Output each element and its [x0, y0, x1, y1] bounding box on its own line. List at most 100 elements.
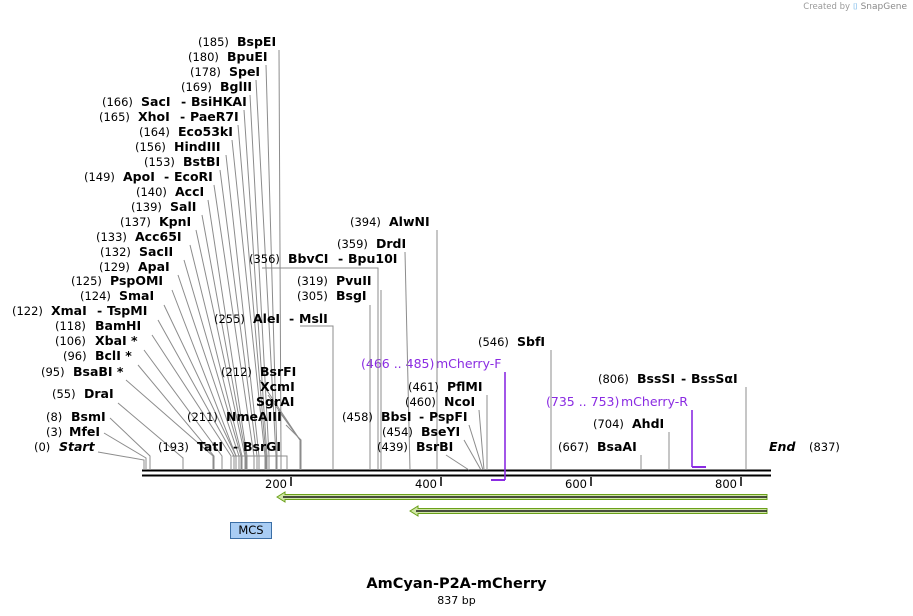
site-xhoi-paer7i[interactable]: (165) XhoI - PaeR7I	[99, 109, 239, 124]
site-bseyi[interactable]: (454) BseYI	[382, 424, 460, 439]
site-bglii[interactable]: (169) BglII	[181, 79, 252, 94]
site-name[interactable]: ApaI	[138, 259, 170, 274]
site-name[interactable]: BsrGI	[243, 439, 281, 454]
site-bbsi-pspfi[interactable]: (458) BbsI - PspFI	[342, 409, 468, 424]
site-name[interactable]: BsrFI	[260, 364, 296, 379]
feature-arrow-mcherry[interactable]	[409, 505, 768, 517]
site-apoi-ecori[interactable]: (149) ApoI - EcoRI	[84, 169, 213, 184]
mcs-feature-box[interactable]: MCS	[230, 522, 272, 539]
site-name[interactable]: XcmI	[260, 379, 295, 394]
site-name[interactable]: SmaI	[119, 288, 154, 303]
site-drai[interactable]: (55) DraI	[52, 386, 114, 401]
site-hindiii[interactable]: (156) HindIII	[135, 139, 221, 154]
site-sacii[interactable]: (132) SacII	[100, 244, 173, 259]
site-kpni[interactable]: (137) KpnI	[120, 214, 191, 229]
site-sgrai[interactable]: SgrAI	[256, 394, 294, 409]
site-name[interactable]: Eco53kI	[178, 124, 233, 139]
site-name[interactable]: NcoI	[444, 394, 475, 409]
site-name[interactable]: BsiHKAI	[191, 94, 247, 109]
site-name[interactable]: TatI	[197, 439, 223, 454]
site-name[interactable]: BsaAI	[597, 439, 637, 454]
site-tati-bsrgi[interactable]: (193) TatI - BsrGI	[158, 439, 281, 454]
site-name[interactable]: PflMI	[447, 379, 483, 394]
site-name[interactable]: Acc65I	[135, 229, 182, 244]
site-name[interactable]: End	[769, 439, 796, 454]
site-name[interactable]: NmeAIII	[226, 409, 282, 424]
site-xmai-tspmi[interactable]: (122) XmaI - TspMI	[12, 303, 147, 318]
site-name[interactable]: BbsI	[381, 409, 412, 424]
site-name[interactable]: BsgI	[336, 288, 367, 303]
site-spei[interactable]: (178) SpeI	[190, 64, 260, 79]
site-nmeaiii[interactable]: (211) NmeAIII	[187, 409, 282, 424]
site-bsaai[interactable]: (667) BsaAI	[558, 439, 637, 454]
site-xbai[interactable]: (106) XbaI *	[55, 333, 138, 348]
site-name[interactable]: TspMI	[107, 303, 147, 318]
site-name[interactable]: AhdI	[632, 416, 664, 431]
feature-arrow-amcyan[interactable]	[276, 491, 768, 503]
site-name[interactable]: ApoI	[123, 169, 155, 184]
site-name[interactable]: KpnI	[159, 214, 191, 229]
site-bsssi-bsssai[interactable]: (806) BssSI - BssSαI	[598, 371, 738, 386]
site-name[interactable]: SgrAI	[256, 394, 294, 409]
site-name[interactable]: SacII	[139, 244, 173, 259]
site-name[interactable]: HindIII	[174, 139, 221, 154]
site-name[interactable]: PaeR7I	[190, 109, 239, 124]
site-name[interactable]: BssSαI	[691, 371, 738, 386]
primer-name-label[interactable]: mCherry-F	[436, 356, 501, 371]
primer-mcherry-r[interactable]: (735 .. 753) mCherry-R	[546, 394, 706, 468]
site-name[interactable]: BamHI	[95, 318, 141, 333]
site-name[interactable]: PvuII	[336, 273, 372, 288]
site-bbvci-bpu10i[interactable]: (356) BbvCI - Bpu10I	[249, 251, 397, 266]
site-bsrfi[interactable]: (212) BsrFI	[221, 364, 296, 379]
site-name[interactable]: BglII	[220, 79, 252, 94]
site-name[interactable]: BsaBI *	[73, 364, 124, 379]
site-bsrbi[interactable]: (439) BsrBI	[377, 439, 453, 454]
site-name[interactable]: AlwNI	[389, 214, 430, 229]
site-bsabi[interactable]: (95) BsaBI *	[41, 364, 124, 379]
site-pspomi[interactable]: (125) PspOMI	[71, 273, 163, 288]
site-name[interactable]: BssSI	[637, 371, 675, 386]
site-name[interactable]: PspFI	[429, 409, 468, 424]
site-xcmi[interactable]: XcmI	[260, 379, 295, 394]
site-name[interactable]: DrdI	[376, 236, 406, 251]
site-name[interactable]: Bpu10I	[348, 251, 397, 266]
site-end[interactable]: End (837)	[769, 439, 840, 454]
site-bamhi[interactable]: (118) BamHI	[55, 318, 141, 333]
site-ahdi[interactable]: (704) AhdI	[593, 416, 664, 431]
site-drdi[interactable]: (359) DrdI	[337, 236, 406, 251]
site-name[interactable]: BpuEI	[227, 49, 268, 64]
site-name[interactable]: BseYI	[421, 424, 460, 439]
site-name[interactable]: DraI	[84, 386, 114, 401]
site-bsgi[interactable]: (305) BsgI	[297, 288, 367, 303]
site-name[interactable]: SacI	[141, 94, 171, 109]
site-name[interactable]: PspOMI	[110, 273, 163, 288]
site-alwni[interactable]: (394) AlwNI	[350, 214, 430, 229]
site-name[interactable]: XhoI	[138, 109, 170, 124]
primer-name-label[interactable]: mCherry-R	[621, 394, 688, 409]
site-name[interactable]: XmaI	[51, 303, 87, 318]
site-name[interactable]: MfeI	[69, 424, 100, 439]
site-name[interactable]: EcoRI	[174, 169, 213, 184]
primer-mcherry-f[interactable]: (466 .. 485) mCherry-F	[361, 356, 506, 481]
site-name[interactable]: MslI	[299, 311, 328, 326]
site-bsmi[interactable]: (8) BsmI	[46, 409, 106, 424]
site-name[interactable]: SalI	[170, 199, 196, 214]
site-apai[interactable]: (129) ApaI	[99, 259, 170, 274]
site-name[interactable]: XbaI *	[95, 333, 138, 348]
site-acc65i[interactable]: (133) Acc65I	[96, 229, 182, 244]
site-name[interactable]: Start	[59, 439, 96, 454]
site-name[interactable]: AleI	[253, 311, 280, 326]
site-mfei[interactable]: (3) MfeI	[46, 424, 100, 439]
site-pflmi[interactable]: (461) PflMI	[408, 379, 483, 394]
site-name[interactable]: BstBI	[183, 154, 220, 169]
site-start[interactable]: (0) Start	[34, 439, 96, 454]
site-name[interactable]: SbfI	[517, 334, 545, 349]
site-bspei[interactable]: (185) BspEI	[198, 34, 276, 49]
site-eco53ki[interactable]: (164) Eco53kI	[139, 124, 233, 139]
site-sali[interactable]: (139) SalI	[131, 199, 196, 214]
site-saci-bsihkai[interactable]: (166) SacI - BsiHKAI	[102, 94, 247, 109]
site-bcli[interactable]: (96) BclI *	[63, 348, 132, 363]
site-smai[interactable]: (124) SmaI	[80, 288, 154, 303]
site-sbfi[interactable]: (546) SbfI	[478, 334, 545, 349]
site-name[interactable]: SpeI	[229, 64, 260, 79]
